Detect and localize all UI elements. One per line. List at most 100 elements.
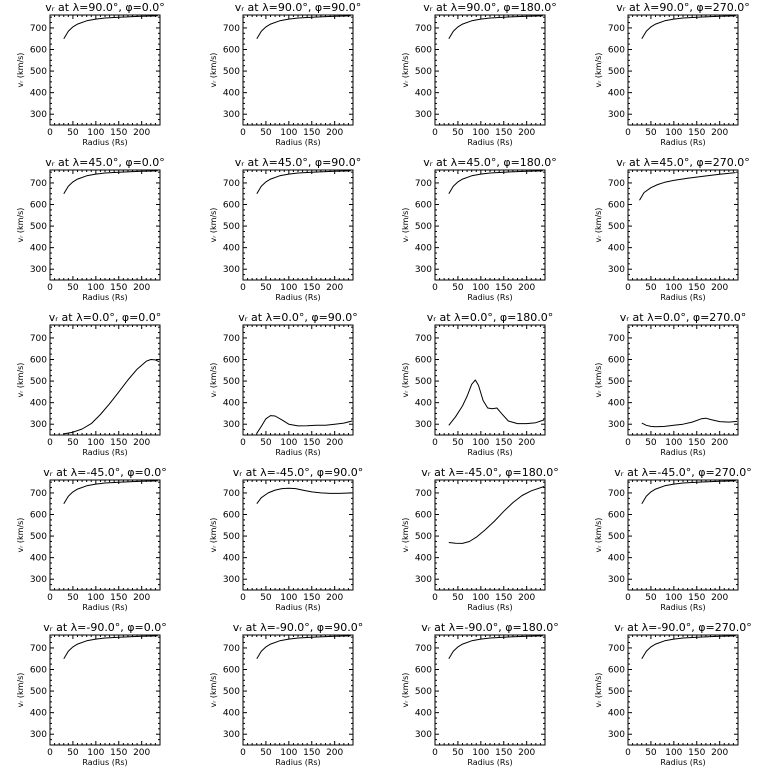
y-tick-label: 300 [30, 420, 47, 430]
y-tick-label: 700 [415, 489, 432, 499]
y-tick-label: 300 [608, 575, 625, 585]
y-tick-label: 300 [30, 575, 47, 585]
series-line [641, 480, 736, 504]
y-tick-label: 600 [223, 46, 240, 56]
chart-title: vᵣ at λ=45.0°, φ=180.0° [423, 156, 557, 169]
series-line [448, 379, 545, 426]
x-tick-label: 0 [625, 438, 631, 448]
y-tick-label: 600 [223, 356, 240, 366]
chart-title: vᵣ at λ=-45.0°, φ=270.0° [614, 466, 752, 479]
x-tick-label: 100 [472, 438, 489, 448]
y-tick-label: 700 [608, 179, 625, 189]
y-axis-label: vᵣ (km/s) [401, 363, 410, 398]
y-axis-label: vᵣ (km/s) [594, 208, 603, 243]
x-tick-label: 50 [260, 593, 272, 603]
x-tick-label: 100 [87, 283, 104, 293]
y-tick-label: 500 [223, 532, 240, 542]
y-tick-label: 400 [30, 709, 47, 719]
series-line [639, 172, 736, 201]
x-tick-label: 50 [67, 128, 79, 138]
y-tick-label: 500 [415, 532, 432, 542]
y-tick-label: 400 [415, 244, 432, 254]
panel-2-1: vᵣ at λ=45.0°, φ=0.0° 0 50 100 150 200 300 400 5… [16, 156, 165, 302]
plot-frame [49, 479, 161, 591]
x-tick-label: 200 [711, 748, 728, 758]
panel-2-2: vᵣ at λ=45.0°, φ=90.0° 0 50 100 150 200 300 400… [209, 156, 361, 302]
x-tick-label: 150 [495, 283, 512, 293]
y-axis-label: vᵣ (km/s) [209, 518, 218, 553]
x-axis-label: Radius (Rs) [467, 293, 512, 302]
x-tick-label: 200 [133, 593, 150, 603]
series-line [63, 359, 160, 435]
x-tick-label: 50 [260, 283, 272, 293]
x-tick-label: 150 [495, 593, 512, 603]
x-tick-label: 0 [240, 438, 246, 448]
y-tick-label: 300 [415, 575, 432, 585]
x-tick-label: 0 [240, 128, 246, 138]
x-tick-label: 0 [432, 438, 438, 448]
x-tick-label: 200 [518, 748, 535, 758]
x-tick-label: 150 [495, 748, 512, 758]
y-tick-label: 600 [223, 201, 240, 211]
series-line [641, 417, 738, 428]
x-tick-label: 50 [645, 283, 657, 293]
y-axis-label: vᵣ (km/s) [209, 208, 218, 243]
series-line [448, 635, 543, 659]
panel-3-1: vᵣ at λ=0.0°, φ=0.0° 0 50 100 150 200 300 400 50… [16, 311, 161, 457]
x-tick-label: 150 [688, 283, 705, 293]
panel-3-2: vᵣ at λ=0.0°, φ=90.0° 0 50 100 150 200 300 400 5… [209, 311, 358, 457]
chart-title: vᵣ at λ=0.0°, φ=180.0° [427, 311, 554, 324]
x-axis-label: Radius (Rs) [660, 603, 705, 612]
plot-frame [242, 14, 354, 126]
chart-title: vᵣ at λ=0.0°, φ=0.0° [49, 311, 162, 324]
x-tick-label: 100 [665, 128, 682, 138]
y-tick-label: 500 [30, 222, 47, 232]
y-tick-label: 500 [30, 67, 47, 77]
x-tick-label: 100 [472, 748, 489, 758]
y-tick-label: 500 [608, 687, 625, 697]
y-tick-label: 700 [223, 179, 240, 189]
chart-title: vᵣ at λ=-90.0°, φ=0.0° [43, 621, 167, 634]
y-axis-label: vᵣ (km/s) [401, 673, 410, 708]
y-tick-label: 700 [30, 489, 47, 499]
x-tick-label: 50 [452, 283, 464, 293]
x-tick-label: 150 [303, 283, 320, 293]
x-axis-label: Radius (Rs) [660, 138, 705, 147]
y-tick-label: 300 [223, 730, 240, 740]
chart-title: vᵣ at λ=45.0°, φ=270.0° [616, 156, 750, 169]
x-tick-label: 150 [688, 128, 705, 138]
x-axis-label: Radius (Rs) [275, 758, 320, 767]
plot-frame [49, 169, 161, 281]
x-tick-label: 50 [67, 283, 79, 293]
series-line [63, 15, 158, 39]
x-tick-label: 100 [665, 593, 682, 603]
y-tick-label: 500 [223, 377, 240, 387]
y-tick-label: 300 [608, 420, 625, 430]
x-tick-label: 100 [87, 128, 104, 138]
x-axis-label: Radius (Rs) [660, 293, 705, 302]
panel-5-4: vᵣ at λ=-90.0°, φ=270.0° 0 50 100 150 200 300 4… [594, 621, 752, 767]
y-axis-label: vᵣ (km/s) [16, 208, 25, 243]
y-tick-label: 300 [415, 420, 432, 430]
x-tick-label: 100 [280, 748, 297, 758]
y-tick-label: 700 [30, 644, 47, 654]
x-tick-label: 100 [87, 748, 104, 758]
y-tick-label: 400 [223, 244, 240, 254]
series-line [448, 170, 543, 194]
y-tick-label: 300 [30, 730, 47, 740]
plot-frame [627, 324, 739, 436]
chart-title: vᵣ at λ=-45.0°, φ=0.0° [43, 466, 167, 479]
x-tick-label: 50 [645, 593, 657, 603]
y-tick-label: 400 [30, 554, 47, 564]
y-tick-label: 700 [415, 644, 432, 654]
x-tick-label: 200 [133, 438, 150, 448]
x-tick-label: 200 [133, 128, 150, 138]
y-tick-label: 700 [223, 334, 240, 344]
x-tick-label: 100 [472, 128, 489, 138]
panel-1-2: vᵣ at λ=90.0°, φ=90.0° 0 50 100 150 200 300 400… [209, 1, 361, 147]
panel-5-3: vᵣ at λ=-90.0°, φ=180.0° 0 50 100 150 200 300 4… [401, 621, 559, 767]
x-axis-label: Radius (Rs) [467, 448, 512, 457]
plot-frame [434, 634, 546, 746]
y-tick-label: 500 [30, 377, 47, 387]
y-tick-label: 400 [608, 709, 625, 719]
